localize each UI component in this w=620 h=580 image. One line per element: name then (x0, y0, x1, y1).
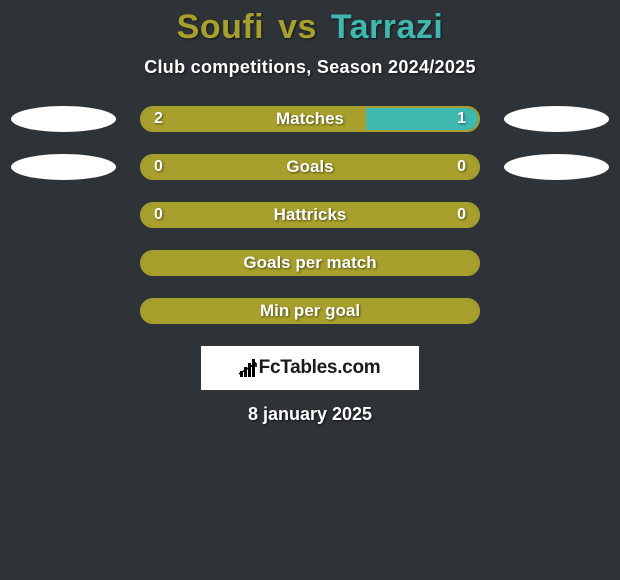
stat-row: Goals 0 0 (0, 154, 620, 180)
title: Soufi vs Tarrazi (0, 8, 620, 47)
subtitle: Club competitions, Season 2024/2025 (0, 57, 620, 78)
date: 8 january 2025 (0, 404, 620, 425)
stat-label: Hattricks (274, 205, 347, 225)
stat-bar: Goals per match (140, 250, 480, 276)
stat-value-right: 0 (457, 206, 466, 224)
stat-row: Min per goal (0, 298, 620, 324)
comparison-card: Soufi vs Tarrazi Club competitions, Seas… (0, 0, 620, 425)
stat-bar: Hattricks 0 0 (140, 202, 480, 228)
stat-label: Min per goal (260, 301, 360, 321)
stat-bar: Goals 0 0 (140, 154, 480, 180)
stat-label: Goals per match (243, 253, 376, 273)
stat-label: Matches (276, 109, 344, 129)
player1-name: Soufi (177, 8, 264, 46)
player2-avatar (504, 154, 609, 180)
logo-box: FcTables.com (201, 346, 419, 390)
stat-row: Hattricks 0 0 (0, 202, 620, 228)
stat-value-left: 0 (154, 206, 163, 224)
logo-text: FcTables.com (259, 357, 381, 379)
player1-avatar (11, 106, 116, 132)
stat-value-right: 1 (457, 110, 466, 128)
player2-name: Tarrazi (331, 8, 443, 46)
stat-value-right: 0 (457, 158, 466, 176)
stat-bar: Matches 2 1 (140, 106, 480, 132)
chart-icon (240, 359, 255, 377)
player1-avatar (11, 154, 116, 180)
stat-rows: Matches 2 1 Goals 0 0 Hattricks 0 0 Goals per mat… (0, 106, 620, 324)
stat-row: Matches 2 1 (0, 106, 620, 132)
logo: FcTables.com (240, 357, 381, 379)
stat-value-left: 2 (154, 110, 163, 128)
stat-label: Goals (286, 157, 333, 177)
vs-label: vs (278, 8, 317, 46)
stat-value-left: 0 (154, 158, 163, 176)
stat-row: Goals per match (0, 250, 620, 276)
player2-avatar (504, 106, 609, 132)
stat-bar: Min per goal (140, 298, 480, 324)
